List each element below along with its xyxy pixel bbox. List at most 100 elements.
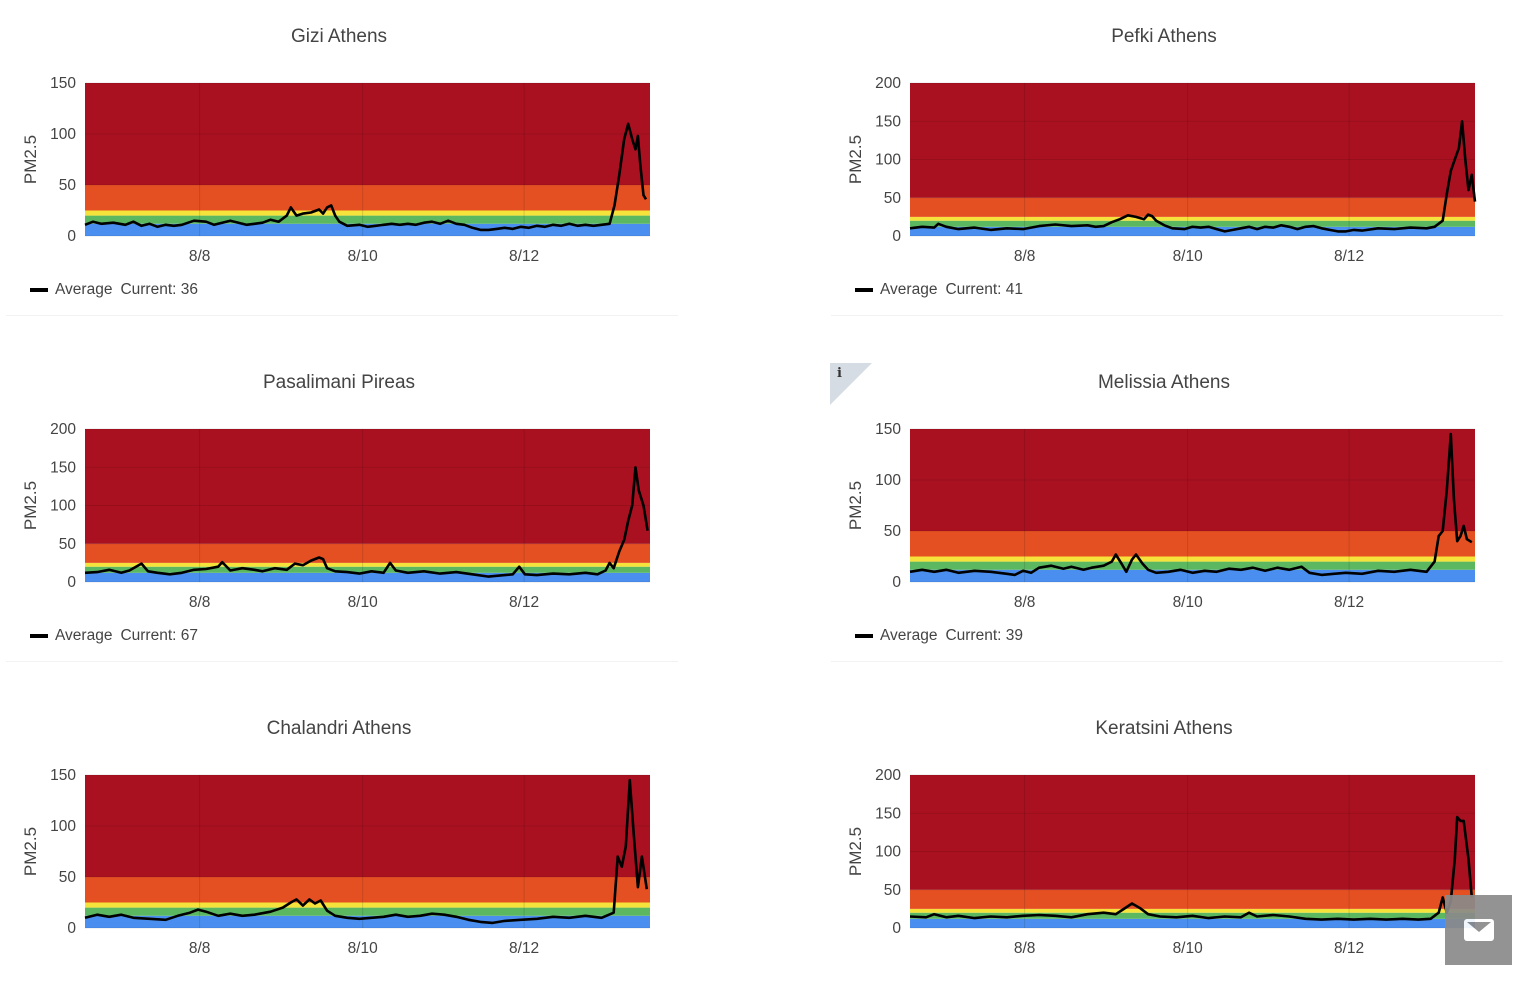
y-tick-label: 150: [50, 459, 76, 476]
x-tick-label: 8/8: [1014, 248, 1036, 265]
contact-mail-button[interactable]: [1445, 895, 1512, 965]
y-tick-label: 0: [67, 228, 76, 245]
y-tick-label: 50: [59, 177, 77, 194]
chart-svg: 0 50 100 150 8/8 8/10 8/12 PM2.5: [846, 421, 1475, 611]
x-tick-label: 8/8: [1014, 594, 1036, 611]
x-tick-label: 8/8: [1014, 940, 1036, 957]
current-value-label: Current: 39: [945, 627, 1023, 644]
chart-svg: 0 50 100 150 200 8/8 8/10 8/12 PM2.5: [846, 75, 1477, 265]
band-good: [85, 566, 650, 573]
y-tick-label: 0: [892, 228, 901, 245]
band-moderate: [910, 556, 1475, 562]
x-tick-label: 8/12: [1334, 940, 1364, 957]
y-tick-label: 150: [50, 767, 76, 784]
legend-label: Average: [880, 627, 938, 644]
y-axis-label: PM2.5: [846, 481, 865, 530]
chart-title: Melissia Athens: [1097, 372, 1230, 393]
panel-divider: [831, 661, 1503, 662]
band-moderate: [85, 562, 650, 567]
chart-svg: 0 50 100 150 8/8 8/10 8/12 PM2.5: [21, 767, 650, 957]
info-corner-flag[interactable]: [830, 363, 872, 405]
y-tick-label: 100: [875, 844, 901, 861]
band-unhealthy: [910, 889, 1475, 909]
chart-panel: Keratsini Athens 0 50 100 150 200 8/8 8/10 8/12 P…: [825, 692, 1503, 1008]
x-tick-label: 8/10: [348, 594, 379, 611]
y-tick-label: 50: [59, 536, 77, 553]
y-tick-label: 50: [884, 882, 902, 899]
legend-label: Average: [55, 281, 113, 298]
chart-svg: 0 50 100 150 200 8/8 8/10 8/12 PM2.5: [846, 767, 1475, 957]
band-hazardous: [85, 83, 650, 185]
band-excellent: [85, 915, 650, 928]
band-hazardous: [85, 429, 650, 544]
y-tick-label: 50: [59, 869, 77, 886]
band-unhealthy: [85, 543, 650, 563]
band-good: [85, 907, 650, 916]
x-tick-label: 8/12: [509, 940, 539, 957]
x-tick-label: 8/10: [1173, 940, 1204, 957]
band-excellent: [85, 572, 650, 582]
legend-label: Average: [55, 627, 113, 644]
x-tick-label: 8/10: [1173, 248, 1204, 265]
x-tick-label: 8/12: [1334, 248, 1364, 265]
chart-legend: Average Current: 67: [30, 627, 198, 645]
x-tick-label: 8/10: [348, 940, 379, 957]
band-excellent: [85, 223, 650, 236]
current-value-label: Current: 41: [945, 281, 1023, 298]
y-tick-label: 150: [875, 805, 901, 822]
y-tick-label: 100: [875, 152, 901, 169]
x-tick-label: 8/10: [1173, 594, 1204, 611]
x-tick-label: 8/12: [509, 248, 539, 265]
y-tick-label: 200: [875, 767, 901, 784]
y-tick-label: 150: [875, 421, 901, 438]
chart-svg: 0 50 100 150 8/8 8/10 8/12 PM2.5: [21, 75, 650, 265]
band-moderate: [910, 216, 1475, 221]
y-tick-label: 0: [67, 574, 76, 591]
y-axis-label: PM2.5: [846, 135, 865, 184]
band-hazardous: [910, 775, 1475, 890]
x-tick-label: 8/12: [509, 594, 539, 611]
y-tick-label: 50: [884, 523, 902, 540]
legend-swatch: [30, 634, 48, 638]
band-excellent: [910, 226, 1475, 236]
y-axis-label: PM2.5: [846, 827, 865, 876]
band-unhealthy: [85, 877, 650, 903]
band-unhealthy: [910, 197, 1475, 217]
x-tick-label: 8/8: [189, 940, 211, 957]
legend-swatch: [30, 288, 48, 292]
legend-label: Average: [880, 281, 938, 298]
series-line: [84, 778, 649, 925]
x-tick-label: 8/8: [189, 594, 211, 611]
band-unhealthy: [910, 531, 1475, 557]
chart-title: Keratsini Athens: [1095, 718, 1233, 739]
x-tick-label: 8/12: [1334, 594, 1364, 611]
panel-divider: [6, 661, 678, 662]
band-hazardous: [910, 83, 1475, 198]
series-line: [84, 466, 649, 578]
chart-legend: Average Current: 36: [30, 281, 198, 299]
band-moderate: [85, 210, 650, 216]
current-value-label: Current: 36: [120, 281, 198, 298]
y-axis-label: PM2.5: [21, 481, 40, 530]
y-tick-label: 50: [884, 190, 902, 207]
chart-panel: Chalandri Athens 0 50 100 150 8/8 8/10 8/12 PM2.…: [0, 692, 678, 1008]
y-tick-label: 0: [67, 920, 76, 937]
series-line: [909, 815, 1474, 921]
band-unhealthy: [85, 185, 650, 211]
legend-swatch: [855, 288, 873, 292]
band-hazardous: [85, 775, 650, 877]
chart-title: Pefki Athens: [1111, 26, 1217, 47]
band-moderate: [85, 902, 650, 908]
chart-title: Gizi Athens: [290, 26, 388, 47]
band-excellent: [910, 918, 1475, 928]
chart-panel: Melissia Athens 0 50 100 150 8/8 8/10 8/12 PM2.5…: [825, 346, 1503, 662]
band-hazardous: [910, 429, 1475, 531]
chart-title: Chalandri Athens: [266, 718, 412, 739]
y-axis-label: PM2.5: [21, 135, 40, 184]
y-tick-label: 200: [875, 75, 901, 92]
series-line: [909, 432, 1473, 577]
chart-title: Pasalimani Pireas: [262, 372, 416, 393]
info-icon[interactable]: i: [837, 366, 842, 381]
y-tick-label: 100: [50, 498, 76, 515]
chart-panel: Gizi Athens 0 50 100 150 8/8 8/10 8/12 PM2.5 Aver…: [0, 0, 678, 316]
